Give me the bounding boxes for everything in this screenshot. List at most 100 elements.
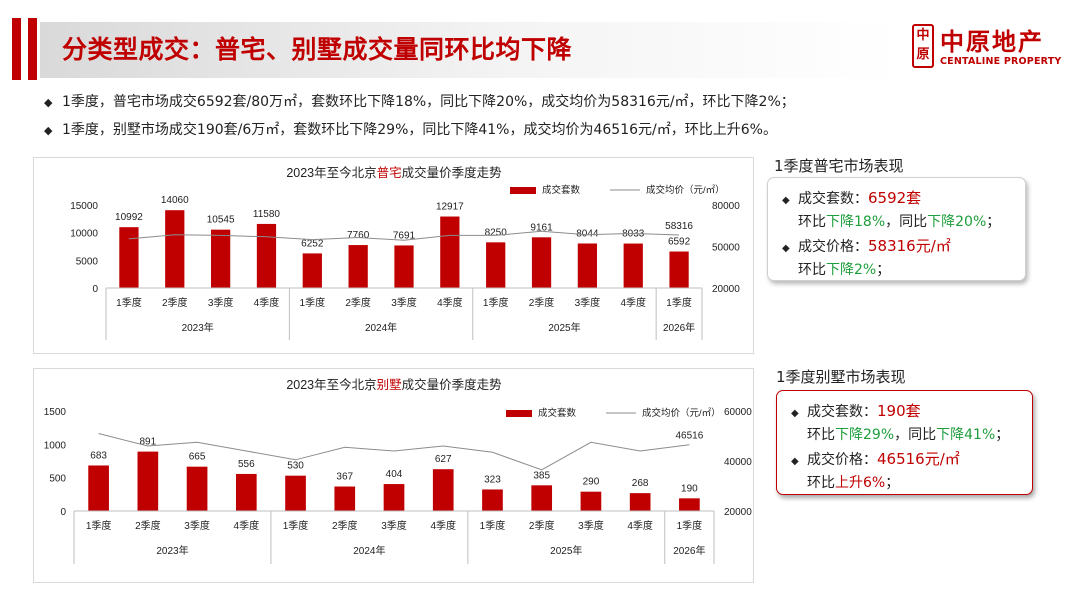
bar: [88, 465, 109, 511]
right-axis-tick: 80000: [712, 201, 740, 212]
price-label: 成交价格：: [798, 239, 868, 255]
diamond-bullet-icon: ◆: [782, 195, 790, 206]
category-label: 2季度: [345, 296, 371, 309]
category-label: 4季度: [234, 519, 260, 532]
left-axis-tick: 10000: [70, 229, 98, 240]
category-label: 1季度: [483, 296, 509, 309]
yoy-change-value: 下降20%: [927, 214, 987, 230]
panel-volume-change: 环比下降29%，同比下降41%；: [791, 423, 1032, 447]
diamond-bullet-icon: ◆: [782, 243, 790, 254]
bar-value-label: 665: [189, 452, 206, 463]
category-label: 4季度: [627, 519, 653, 532]
bar: [432, 469, 454, 511]
villa-panel: ◆ 成交套数：190套 环比下降29%，同比下降41%； ◆ 成交价格：46516元…: [776, 390, 1033, 495]
title-accent-bar: [28, 18, 37, 80]
summary-bullet: ◆ 1季度，普宅市场成交6592套/80万㎡，套数环比下降18%，同比下降20%，…: [44, 92, 795, 120]
category-label: 1季度: [86, 519, 112, 532]
panel-volume-line: ◆ 成交套数：190套: [791, 399, 1032, 423]
bar-value-label: 8250: [485, 227, 508, 238]
bar-value-label: 556: [238, 459, 255, 470]
bar: [577, 243, 598, 288]
left-axis-tick: 1500: [44, 407, 67, 418]
bar-value-label: 8033: [622, 229, 645, 240]
bar: [482, 489, 503, 511]
bar: [285, 475, 306, 511]
volume-label: 成交套数：: [798, 191, 868, 207]
centaline-logo: 中 原 中原地产 CENTALINE PROPERTY: [912, 22, 1072, 72]
logo-chinese-name: 中原地产: [940, 28, 1044, 56]
panel-volume-line: ◆ 成交套数：6592套: [782, 186, 1025, 210]
legend-bar-label: 成交套数: [542, 184, 581, 196]
title-accent-bar: [12, 18, 21, 80]
price-value: 58316元/㎡: [868, 237, 951, 255]
left-axis-tick: 0: [92, 284, 98, 295]
category-label: 2季度: [135, 519, 161, 532]
volume-label: 成交套数：: [807, 404, 877, 420]
category-label: 1季度: [480, 519, 506, 532]
punct: ；: [885, 475, 900, 491]
bar: [531, 237, 552, 288]
bar: [137, 451, 159, 511]
villa-chart: 2023年至今北京别墅成交量价季度走势 成交套数 成交均价（元/㎡） 0 500 1000…: [33, 368, 754, 583]
chart-title: 2023年至今北京普宅成交量价季度走势: [286, 165, 502, 180]
category-label: 2季度: [529, 519, 555, 532]
bar-value-label: 530: [287, 461, 304, 472]
category-label: 3季度: [184, 519, 210, 532]
bar: [210, 229, 231, 288]
bar-value-label: 290: [583, 477, 600, 488]
left-axis-tick: 500: [49, 474, 66, 485]
right-axis-tick: 40000: [724, 457, 752, 468]
punct: ；: [986, 214, 1001, 230]
right-axis-tick: 20000: [724, 507, 752, 518]
residential-panel: ◆ 成交套数：6592套 环比下降18%，同比下降20%； ◆ 成交价格：58316…: [767, 177, 1026, 281]
title-background: [40, 22, 900, 78]
bar: [623, 243, 643, 288]
bar-value-label: 10992: [115, 212, 143, 223]
category-label: 1季度: [666, 296, 692, 309]
logo-english-name: CENTALINE PROPERTY: [940, 56, 1062, 67]
summary-bullets: ◆ 1季度，普宅市场成交6592套/80万㎡，套数环比下降18%，同比下降20%，…: [44, 92, 795, 148]
bar-value-label: 190: [681, 483, 698, 494]
change-label: 环比: [807, 427, 835, 443]
bar-value-label: 323: [484, 474, 501, 485]
category-label: 3季度: [578, 519, 604, 532]
category-label: 3季度: [575, 296, 601, 309]
punct: ；: [876, 262, 891, 278]
right-axis-tick: 50000: [712, 243, 740, 254]
category-label: 1季度: [116, 296, 142, 309]
panel-volume-change: 环比下降18%，同比下降20%；: [782, 210, 1025, 234]
chart-title-part: 别墅: [377, 378, 402, 392]
legend-line-label: 成交均价（元/㎡）: [646, 184, 725, 196]
bar-value-label: 385: [533, 470, 550, 481]
change-label: ，同比: [894, 427, 937, 443]
logo-mark-top: 中: [916, 28, 930, 43]
group-label: 2025年: [550, 544, 582, 557]
bar-value-label: 14060: [161, 195, 189, 206]
category-label: 2季度: [162, 296, 188, 309]
price-line: [128, 230, 680, 241]
category-label: 1季度: [300, 296, 326, 309]
bullet-text: 1季度，别墅市场成交190套/6万㎡，套数环比下降29%，同比下降41%，成交均…: [62, 122, 777, 138]
diamond-bullet-icon: ◆: [44, 124, 53, 137]
left-axis-tick: 1000: [44, 440, 67, 451]
bar-value-label: 891: [140, 437, 157, 448]
chart-title-part: 2023年至今北京: [286, 165, 376, 180]
left-axis-tick: 15000: [70, 201, 98, 212]
bar: [669, 251, 689, 288]
logo-mark-icon: 中 原: [912, 24, 934, 68]
group-label: 2024年: [365, 321, 397, 334]
category-label: 2季度: [529, 296, 555, 309]
price-line: [98, 433, 690, 471]
right-axis-tick: 20000: [712, 284, 740, 295]
residential-panel-heading: 1季度普宅市场表现: [774, 157, 904, 175]
bar: [531, 485, 553, 511]
bar: [165, 210, 185, 288]
bullet-text: 1季度，普宅市场成交6592套/80万㎡，套数环比下降18%，同比下降20%，成…: [62, 94, 795, 110]
change-label: 环比: [798, 214, 826, 230]
panel-price-line: ◆ 成交价格：46516元/㎡: [791, 447, 1032, 471]
volume-value: 6592套: [868, 189, 922, 207]
yoy-change-value: 下降41%: [936, 427, 996, 443]
diamond-bullet-icon: ◆: [791, 408, 799, 419]
